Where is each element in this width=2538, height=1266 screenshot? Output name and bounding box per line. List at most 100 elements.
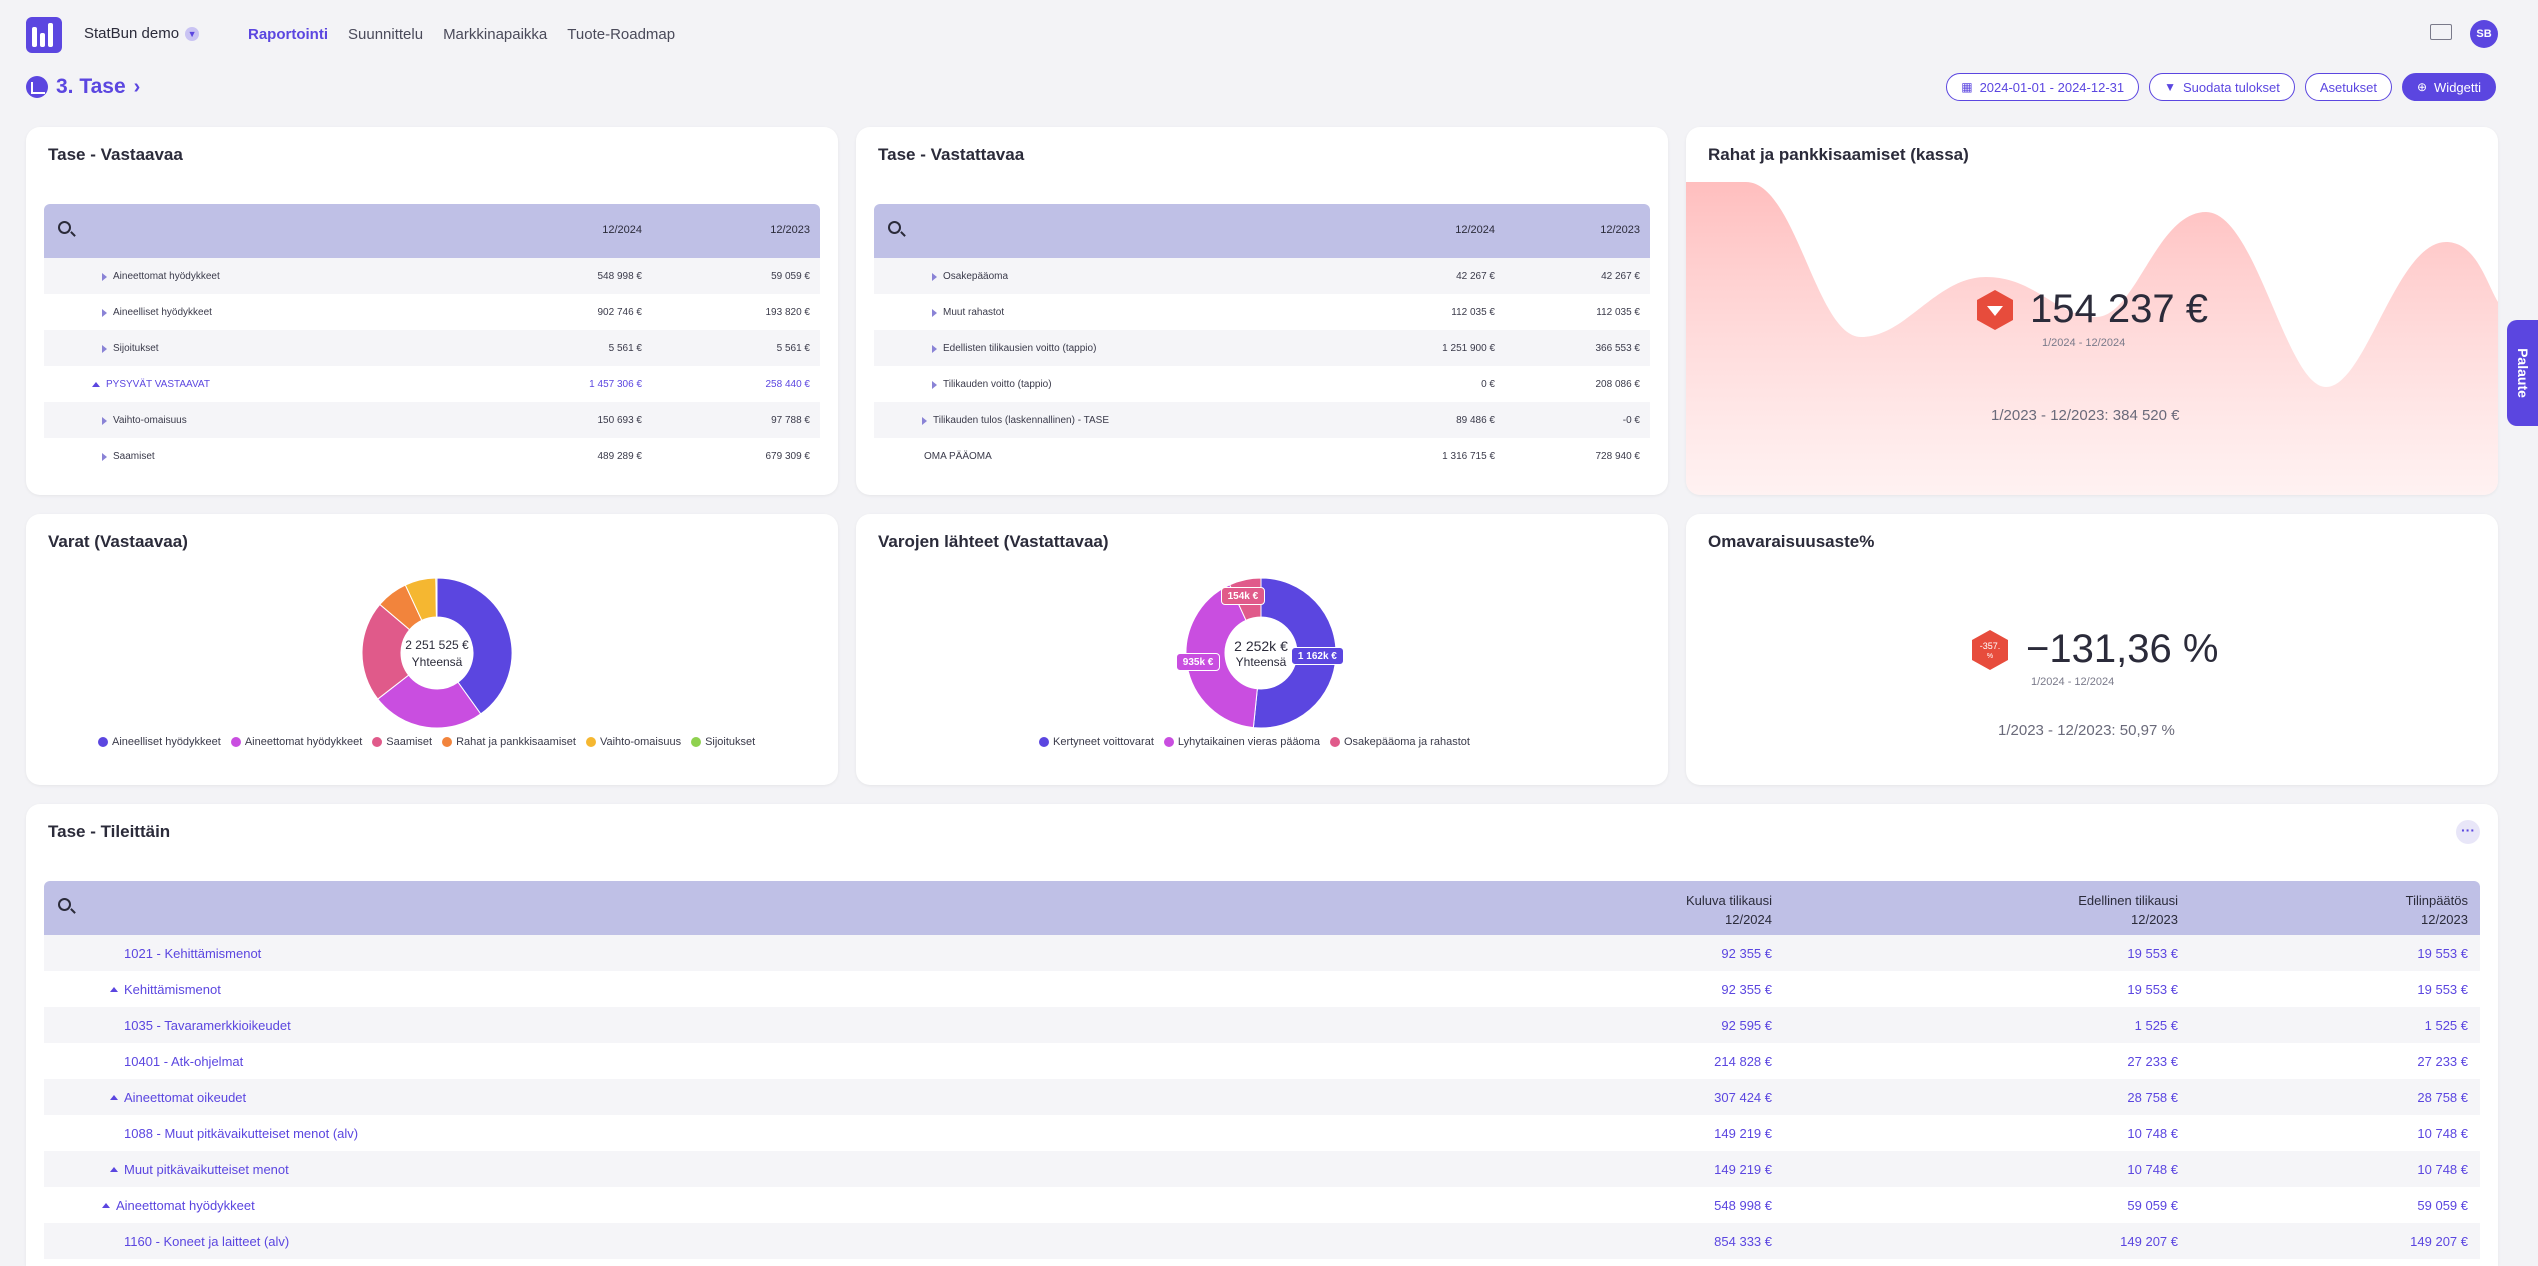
collapse-up-icon[interactable] — [102, 1203, 110, 1208]
table-row[interactable]: Sijoitukset 5 561 € 5 561 € — [44, 330, 820, 366]
expand-right-icon[interactable] — [102, 416, 107, 425]
table-row[interactable]: Aineelliset hyödykkeet 902 746 € 193 820 € — [44, 294, 820, 330]
legend-label: Aineelliset hyödykkeet — [112, 736, 221, 748]
nav-tuote-roadmap[interactable]: Tuote-Roadmap — [567, 26, 676, 43]
legend-item[interactable]: Sijoitukset — [691, 736, 755, 748]
legend-item[interactable]: Vaihto-omaisuus — [585, 736, 681, 748]
card-title: Rahat ja pankkisaamiset (kassa) — [1708, 145, 1969, 164]
table-row[interactable]: Muut rahastot 112 035 € 112 035 € — [874, 294, 1650, 330]
col-kuluva-tilikausi[interactable]: Kuluva tilikausi 12/2024 — [1686, 891, 1772, 929]
page-title[interactable]: 3. Tase › — [26, 75, 140, 99]
table-row[interactable]: Muut pitkävaikutteiset menot 149 219 € 10 … — [44, 1151, 2480, 1187]
table-row[interactable]: Saamiset 489 289 € 679 309 € — [44, 438, 820, 474]
expand-right-icon[interactable] — [932, 308, 937, 317]
date-range-label: 2024-01-01 - 2024-12-31 — [1979, 79, 2125, 95]
legend-item[interactable]: Rahat ja pankkisaamiset — [442, 736, 576, 748]
donut-slice[interactable] — [435, 577, 438, 618]
row-label[interactable]: 1160 - Koneet ja laitteet (alv) — [124, 1234, 290, 1249]
row-label-group: 10401 - Atk-ohjelmat — [124, 1054, 243, 1069]
inbox-icon[interactable] — [2430, 24, 2452, 40]
filter-button[interactable]: ▼ Suodata tulokset — [2149, 73, 2295, 101]
search-icon[interactable] — [888, 221, 901, 234]
row-value-2: 10 748 € — [2127, 1126, 2178, 1141]
row-label[interactable]: 1021 - Kehittämismenot — [124, 946, 262, 961]
legend-item[interactable]: Lyhytaikainen vieras pääoma — [1163, 736, 1320, 748]
statbun-logo[interactable] — [26, 17, 62, 53]
table-row[interactable]: 10401 - Atk-ohjelmat 214 828 € 27 233 € 27 … — [44, 1043, 2480, 1079]
row-label-group: Vaihto-omaisuus — [102, 415, 187, 426]
org-selector[interactable]: StatBun demo ▼ — [84, 25, 200, 42]
nav-suunnittelu[interactable]: Suunnittelu — [348, 26, 424, 43]
table-row[interactable]: 1035 - Tavaramerkkioikeudet 92 595 € 1 525… — [44, 1007, 2480, 1043]
row-label[interactable]: 10401 - Atk-ohjelmat — [124, 1054, 244, 1069]
col-12-2024[interactable]: 12/2024 — [602, 224, 642, 236]
row-value-3: 27 233 € — [2417, 1054, 2468, 1069]
row-label-group: Osakepääoma — [932, 271, 1008, 282]
collapse-up-icon[interactable] — [92, 382, 100, 387]
donut-slice[interactable] — [1185, 584, 1258, 729]
table-row[interactable]: Osakepääoma 42 267 € 42 267 € — [874, 258, 1650, 294]
search-icon[interactable] — [58, 898, 71, 911]
legend-item[interactable]: Aineettomat hyödykkeet — [230, 736, 362, 748]
expand-right-icon[interactable] — [932, 272, 937, 281]
col-12-2024[interactable]: 12/2024 — [1455, 224, 1495, 236]
search-icon[interactable] — [58, 221, 71, 234]
table-row[interactable]: 1088 - Muut pitkävaikutteiset menot (alv… — [44, 1115, 2480, 1151]
col-edellinen-tilikausi[interactable]: Edellinen tilikausi 12/2023 — [2078, 891, 2178, 929]
row-label-group: Kehittämismenot — [110, 982, 221, 997]
donut-slice[interactable] — [1252, 577, 1337, 729]
add-widget-button[interactable]: ⊕ Widgetti — [2401, 73, 2496, 101]
legend-item[interactable]: Osakepääoma ja rahastot — [1329, 736, 1470, 748]
date-range-button[interactable]: ▦ 2024-01-01 - 2024-12-31 — [1946, 73, 2140, 101]
row-label[interactable]: 1088 - Muut pitkävaikutteiset menot (alv… — [124, 1126, 359, 1141]
nav-raportointi[interactable]: Raportointi — [248, 26, 328, 43]
table-row[interactable]: PYSYVÄT VASTAAVAT 1 457 306 € 258 440 € — [44, 366, 820, 402]
collapse-up-icon[interactable] — [110, 1167, 118, 1172]
nav-markkinapaikka[interactable]: Markkinapaikka — [443, 26, 548, 43]
legend-item[interactable]: Saamiset — [372, 736, 432, 748]
more-options-button[interactable]: ··· — [2456, 820, 2480, 844]
row-label[interactable]: 1035 - Tavaramerkkioikeudet — [124, 1018, 291, 1033]
expand-right-icon[interactable] — [932, 380, 937, 389]
row-label: Muut pitkävaikutteiset menot — [124, 1162, 289, 1177]
table-row[interactable]: Aineettomat hyödykkeet 548 998 € 59 059 € 5… — [44, 1187, 2480, 1223]
table-row[interactable]: 1021 - Kehittämismenot 92 355 € 19 553 € 19… — [44, 935, 2480, 971]
expand-right-icon[interactable] — [102, 344, 107, 353]
table-row[interactable]: Aineettomat oikeudet 307 424 € 28 758 € 28 … — [44, 1079, 2480, 1115]
table-row[interactable]: 1160 - Koneet ja laitteet (alv) 854 333 €… — [44, 1223, 2480, 1259]
donut-slice[interactable] — [436, 577, 513, 715]
avatar[interactable]: SB — [2470, 20, 2498, 48]
col-tilinpaatos[interactable]: Tilinpäätös 12/2023 — [2406, 891, 2468, 929]
row-label-group: Aineettomat hyödykkeet — [102, 271, 220, 282]
row-label: Aineettomat oikeudet — [124, 1090, 247, 1105]
expand-right-icon[interactable] — [932, 344, 937, 353]
col-kuluva-top: Kuluva tilikausi — [1686, 893, 1772, 908]
expand-right-icon[interactable] — [102, 308, 107, 317]
expand-right-icon[interactable] — [922, 416, 927, 425]
expand-right-icon[interactable] — [102, 272, 107, 281]
collapse-up-icon[interactable] — [110, 1095, 118, 1100]
collapse-up-icon[interactable] — [110, 987, 118, 992]
varat-card: Varat (Vastaavaa) 2 251 525 € Yhteensä A… — [26, 514, 838, 785]
feedback-tab[interactable]: Palaute — [2507, 320, 2538, 426]
expand-right-icon[interactable] — [102, 452, 107, 461]
row-label: PYSYVÄT VASTAAVAT — [106, 379, 210, 390]
report-icon — [26, 76, 48, 98]
table-row[interactable]: Vaihto-omaisuus 150 693 € 97 788 € — [44, 402, 820, 438]
table-row[interactable]: Aineettomat hyödykkeet 548 998 € 59 059 € — [44, 258, 820, 294]
table-row[interactable]: OMA PÄÄOMA 1 316 715 € 728 940 € — [874, 438, 1650, 474]
row-value-2: 112 035 € — [1596, 307, 1640, 318]
col-12-2023[interactable]: 12/2023 — [1600, 224, 1640, 236]
settings-button[interactable]: Asetukset — [2304, 73, 2392, 101]
plus-circle-icon: ⊕ — [2416, 80, 2428, 94]
col-12-2023[interactable]: 12/2023 — [770, 224, 810, 236]
feedback-label: Palaute — [2515, 348, 2531, 398]
donut-slice[interactable] — [361, 603, 411, 700]
legend-item[interactable]: Kertyneet voittovarat — [1039, 736, 1154, 748]
table-row[interactable]: Kehittämismenot 92 355 € 19 553 € 19 553 € — [44, 971, 2480, 1007]
table-row[interactable]: Edellisten tilikausien voitto (tappio) 1 … — [874, 330, 1650, 366]
table-row[interactable]: Tilikauden tulos (laskennallinen) - TASE… — [874, 402, 1650, 438]
table-row[interactable]: Tilikauden voitto (tappio) 0 € 208 086 € — [874, 366, 1650, 402]
legend-dot — [1329, 737, 1340, 747]
legend-item[interactable]: Aineelliset hyödykkeet — [98, 736, 221, 748]
